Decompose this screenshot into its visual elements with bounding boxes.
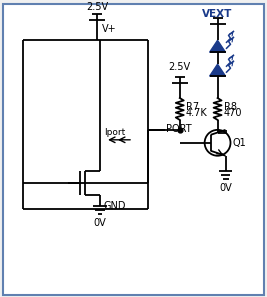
Text: PORT: PORT xyxy=(166,124,191,134)
Text: 470: 470 xyxy=(223,108,242,118)
Text: 0V: 0V xyxy=(94,218,107,228)
Polygon shape xyxy=(210,40,226,52)
Text: 0V: 0V xyxy=(219,183,232,192)
Text: GND: GND xyxy=(103,201,126,211)
Text: Q1: Q1 xyxy=(233,138,246,148)
Text: 4.7K: 4.7K xyxy=(186,108,207,118)
Text: 2.5V: 2.5V xyxy=(169,62,191,72)
Text: V+: V+ xyxy=(102,24,117,34)
Text: R8: R8 xyxy=(223,102,237,112)
Text: R7: R7 xyxy=(186,102,199,112)
Text: 2.5V: 2.5V xyxy=(86,2,108,12)
FancyBboxPatch shape xyxy=(3,4,264,295)
Text: VEXT: VEXT xyxy=(202,10,233,20)
Text: Iport: Iport xyxy=(104,128,126,137)
Polygon shape xyxy=(210,64,226,76)
